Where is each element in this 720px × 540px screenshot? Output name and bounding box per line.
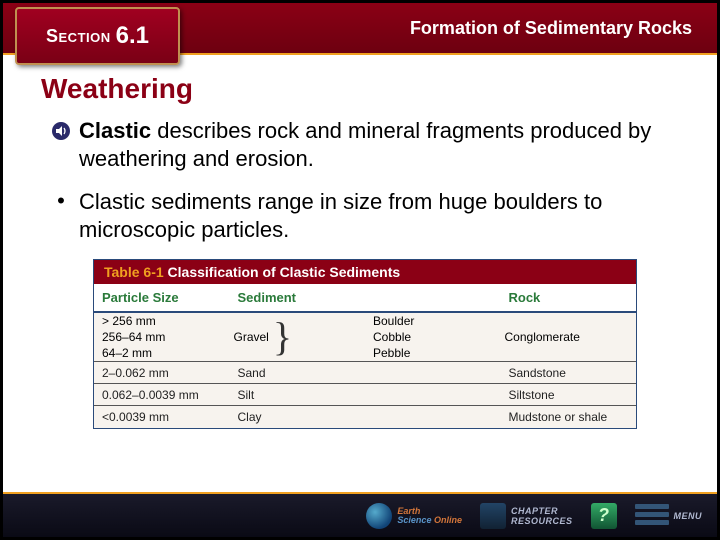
col-sediment: Sediment: [230, 284, 366, 311]
slide: Section 6.1 Formation of Sedimentary Roc…: [0, 0, 720, 540]
col-blank: [365, 284, 501, 311]
globe-icon: [366, 503, 392, 529]
bullet-1: Clastic describes rock and mineral fragm…: [51, 117, 687, 172]
table-title: Table 6-1 Classification of Clastic Sedi…: [94, 260, 636, 284]
bullet-2: • Clastic sediments range in size from h…: [51, 188, 687, 243]
gravel-group-row: > 256 mm 256–64 mm 64–2 mm Gravel } Boul…: [94, 313, 636, 362]
audio-icon[interactable]: [51, 121, 71, 141]
menu-label: MENU: [674, 511, 703, 521]
question-icon: ?: [591, 503, 617, 529]
menu-button[interactable]: MENU: [635, 504, 703, 528]
section-label: Section: [46, 26, 111, 47]
brace-icon: }: [273, 317, 292, 357]
table-row: <0.0039 mm Clay Mudstone or shale: [94, 406, 636, 428]
table-row: 0.062–0.0039 mm Silt Siltstone: [94, 384, 636, 406]
chapter-resources-button[interactable]: CHAPTERRESOURCES: [480, 503, 573, 529]
section-number: 6.1: [116, 22, 149, 50]
page-heading: Weathering: [41, 73, 687, 105]
online-label: Earth Science Online: [397, 507, 462, 525]
gravel-rock: Conglomerate: [497, 313, 637, 361]
content-area: Weathering Clastic describes rock and mi…: [3, 55, 717, 429]
dot-icon: •: [51, 190, 71, 210]
table-number: Table 6-1: [104, 264, 164, 280]
table-body: > 256 mm 256–64 mm 64–2 mm Gravel } Boul…: [94, 313, 636, 428]
table-title-text: Classification of Clastic Sediments: [168, 264, 401, 280]
gravel-sizes: > 256 mm 256–64 mm 64–2 mm: [94, 313, 226, 361]
table-header: Particle Size Sediment Rock: [94, 284, 636, 313]
bullet-2-text: Clastic sediments range in size from hug…: [79, 188, 687, 243]
online-link[interactable]: Earth Science Online: [366, 503, 462, 529]
bold-term: Clastic: [79, 118, 151, 143]
table-row: 2–0.062 mm Sand Sandstone: [94, 362, 636, 384]
col-size: Particle Size: [94, 284, 230, 311]
bullet-1-text: Clastic describes rock and mineral fragm…: [79, 117, 687, 172]
classification-table: Table 6-1 Classification of Clastic Sedi…: [93, 259, 637, 429]
col-rock: Rock: [501, 284, 637, 311]
help-button[interactable]: ?: [591, 503, 617, 529]
chapter-label: CHAPTERRESOURCES: [511, 506, 573, 526]
gravel-sediment: Gravel }: [226, 313, 366, 361]
top-bar: Section 6.1 Formation of Sedimentary Roc…: [3, 3, 717, 55]
gravel-types: Boulder Cobble Pebble: [365, 313, 497, 361]
book-icon: [480, 503, 506, 529]
section-badge: Section 6.1: [15, 7, 180, 65]
menu-icon: [635, 504, 669, 528]
topic-title: Formation of Sedimentary Rocks: [410, 18, 692, 39]
footer-bar: Earth Science Online CHAPTERRESOURCES ? …: [3, 492, 717, 537]
